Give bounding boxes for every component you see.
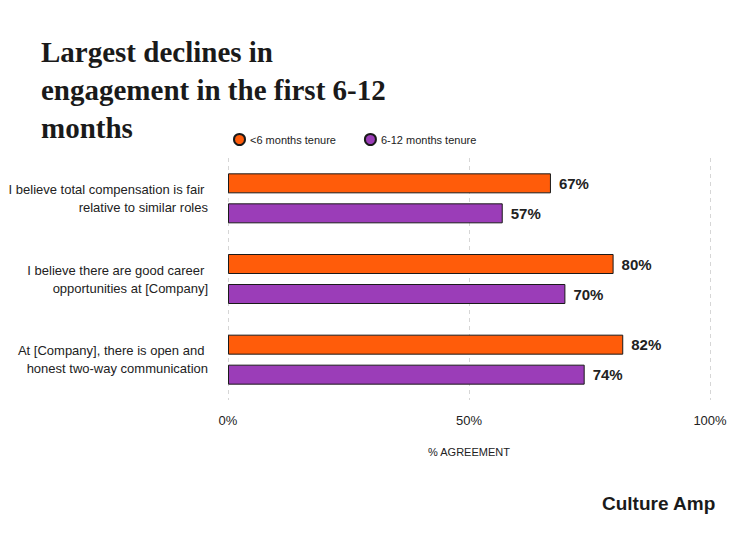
svg-text:Culture Amp: Culture Amp (602, 493, 715, 514)
svg-text:67%: 67% (559, 175, 589, 192)
svg-text:100%: 100% (693, 413, 727, 428)
svg-text:relative to similar roles: relative to similar roles (79, 200, 209, 215)
svg-text:honest two-way communication: honest two-way communication (27, 361, 208, 376)
svg-text:0%: 0% (219, 413, 238, 428)
svg-text:74%: 74% (593, 366, 623, 383)
svg-text:I believe there are good caree: I believe there are good career (27, 263, 208, 278)
svg-text:At [Company], there is open an: At [Company], there is open and (18, 343, 208, 358)
svg-text:I believe total compensation i: I believe total compensation is fair (9, 182, 208, 197)
svg-text:80%: 80% (622, 256, 652, 273)
svg-text:<6 months tenure: <6 months tenure (250, 134, 336, 146)
svg-text:engagement in the first 6-12: engagement in the first 6-12 (41, 74, 393, 106)
svg-text:50%: 50% (456, 413, 482, 428)
svg-text:6-12 months tenure: 6-12 months tenure (381, 134, 476, 146)
svg-text:opportunities at [Company]: opportunities at [Company] (53, 281, 208, 296)
svg-text:70%: 70% (573, 286, 603, 303)
svg-text:months: months (41, 112, 133, 144)
svg-text:Largest declines in: Largest declines in (41, 36, 280, 68)
svg-text:% AGREEMENT: % AGREEMENT (428, 446, 510, 458)
svg-text:82%: 82% (631, 336, 661, 353)
svg-text:57%: 57% (511, 205, 541, 222)
